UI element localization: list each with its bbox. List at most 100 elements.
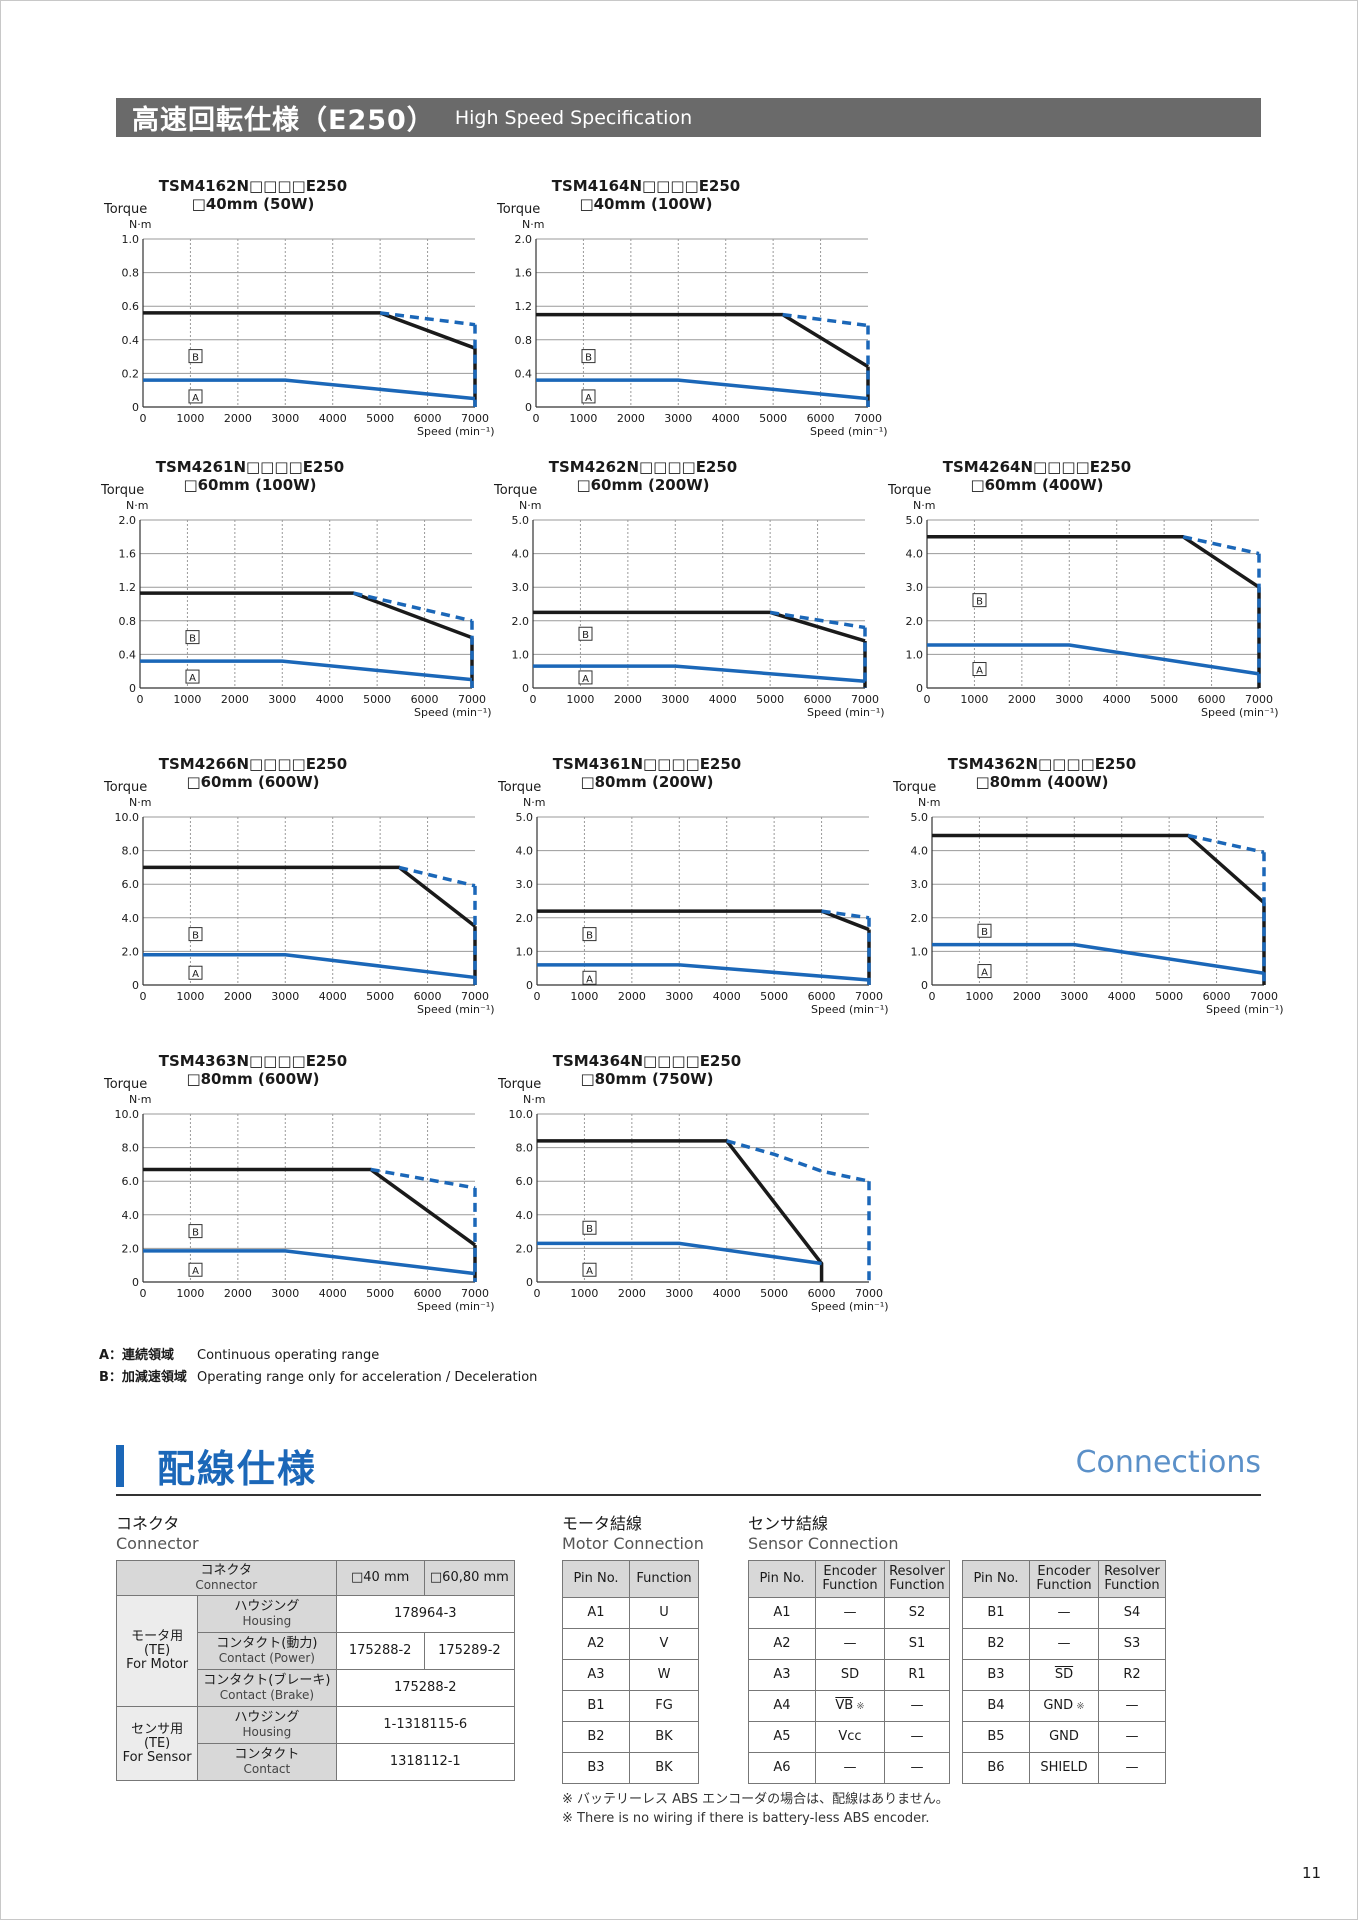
y-axis-label: Torque — [104, 1077, 148, 1092]
y-axis-label: Torque — [494, 483, 538, 498]
chart-model: TSM4361N□□□□E250 — [552, 755, 742, 773]
legend-key-a: A：連続領域 — [99, 1348, 175, 1363]
pin-no-cell: A5 — [748, 1721, 816, 1753]
region-label-box — [188, 349, 203, 364]
col-40mm: □40 mm — [335, 1560, 425, 1596]
y-axis-label: Torque — [498, 1077, 542, 1092]
encoder-signal: — — [1057, 1605, 1071, 1620]
x-tick-label: 3000 — [661, 693, 689, 706]
continuous-torque-line — [536, 378, 869, 401]
torque-chart: TSM4262N□□□□E250 □60mm (200W) Torque N·m 0 10… — [494, 458, 885, 719]
header-resolver-function: Resolver Function — [1098, 1560, 1166, 1598]
region-a-label: A — [188, 389, 203, 404]
peak-torque-line — [537, 909, 870, 932]
pin-no-cell: A2 — [748, 1628, 816, 1660]
region-b-label: B — [581, 349, 596, 364]
x-tick-label: 4000 — [316, 693, 344, 706]
torque-chart: TSM4162N□□□□E250 □40mm (50W) Torque N·m 0 100… — [104, 177, 495, 438]
resolver-function-cell: — — [884, 1721, 950, 1753]
connector-header-en: Connector — [195, 1578, 258, 1592]
y-axis-label: Torque — [893, 780, 937, 795]
col-6080mm: □60,80 mm — [423, 1560, 516, 1596]
sensor-group-en: For Sensor — [122, 1749, 192, 1765]
region-b-label: B — [188, 1224, 203, 1239]
connections-divider — [116, 1494, 1261, 1496]
region-label-box — [581, 389, 596, 404]
connector-row: コンタクト Contact 1318112-1 — [117, 1743, 516, 1781]
extended-peak-line — [379, 311, 476, 327]
y-axis-unit: N·m — [129, 796, 152, 809]
y-tick-label: 10.0 — [115, 811, 140, 824]
continuous-torque-line — [537, 963, 870, 982]
continuous-torque-line — [537, 1241, 822, 1266]
peak-torque-line — [143, 1167, 477, 1247]
chart-svg: 0 1000 2000 3000 4000 5000 6000 7000 0 1.0 2.0 3.0 4… — [512, 514, 880, 706]
y-tick-label: 5.0 — [911, 811, 929, 824]
y-tick-label: 1.0 — [122, 233, 140, 246]
sensor-group-te: (TE) — [143, 1735, 171, 1751]
x-axis-label: Speed (min⁻¹) — [811, 1003, 889, 1016]
connector-row: モータ用 (TE) For Motor ハウジング Housing 178964-… — [115, 1595, 516, 1707]
sensor-caption-en: Sensor Connection — [748, 1534, 899, 1553]
pin-no-cell: B1 — [962, 1597, 1030, 1629]
sensor-table-b: Pin No. Encoder Function Resolver Function B1… — [962, 1560, 1166, 1784]
note-mark: ※ — [853, 1700, 865, 1712]
resolver-function-cell: — — [1098, 1721, 1166, 1753]
y-axis-label: Torque — [101, 483, 145, 498]
chart-svg: 0 1000 2000 3000 4000 5000 6000 7000 0 1.0 2.0 3.0 4… — [911, 811, 1279, 1003]
y-tick-label: 0 — [522, 682, 529, 695]
cell-value: 175288-2 — [335, 1669, 516, 1707]
sensor-table-a: Pin No. Encoder Function Resolver Function A1… — [748, 1560, 950, 1784]
wiring-notes: ※ バッテリーレス ABS エンコーダの場合は、配線はありません。 ※ Ther… — [562, 1790, 949, 1828]
chart-title: TSM4261N□□□□E250 □60mm (100W) — [145, 458, 355, 494]
chart-model: TSM4364N□□□□E250 — [552, 1052, 742, 1070]
chart-model: TSM4261N□□□□E250 — [155, 458, 345, 476]
resolver-function-cell: — — [1098, 1752, 1166, 1784]
chart-svg: 0 1000 2000 3000 4000 5000 6000 7000 0 1.0 2.0 3.0 4… — [906, 514, 1274, 706]
region-label-box — [581, 349, 596, 364]
x-tick-label: 2000 — [618, 990, 646, 1003]
pin-no-cell: A1 — [748, 1597, 816, 1629]
chart-size: □80mm (200W) — [580, 773, 714, 791]
motor-pin-row: B1 FG — [562, 1690, 699, 1722]
region-label-text: B — [976, 597, 983, 608]
region-a-label: A — [582, 970, 597, 985]
region-a-label: A — [188, 965, 203, 980]
peak-torque-line — [537, 1139, 824, 1282]
x-axis-label: Speed (min⁻¹) — [1206, 1003, 1284, 1016]
region-label-text: A — [586, 974, 593, 985]
x-tick-label: 0 — [140, 990, 147, 1003]
chart-title: TSM4162N□□□□E250 □40mm (50W) — [148, 177, 358, 213]
region-label-text: B — [586, 931, 593, 942]
note-mark: ※ — [1073, 1700, 1085, 1712]
x-tick-label: 4000 — [319, 990, 347, 1003]
resolver-function-cell: — — [884, 1752, 950, 1784]
region-label-text: A — [585, 393, 592, 404]
y-tick-label: 0.2 — [122, 367, 140, 380]
x-tick-label: 4000 — [1108, 990, 1136, 1003]
y-tick-label: 0 — [132, 979, 139, 992]
sensor-header-row: Pin No. Encoder Function Resolver Function — [748, 1560, 950, 1598]
x-tick-label: 6000 — [808, 1287, 836, 1300]
y-axis-unit: N·m — [523, 796, 546, 809]
chart-title: TSM4361N□□□□E250 □80mm (200W) — [542, 755, 752, 791]
x-tick-label: 6000 — [807, 412, 835, 425]
y-tick-label: 2.0 — [122, 1242, 140, 1255]
page-number: 11 — [1302, 1864, 1322, 1882]
function-cell: W — [629, 1659, 699, 1691]
connector-row: センサ用 (TE) For Sensor ハウジング Housing 1-1318… — [115, 1706, 516, 1781]
chart-model: TSM4264N□□□□E250 — [942, 458, 1132, 476]
encoder-function-cell: SHIELD — [1029, 1752, 1099, 1784]
region-b-label: B — [582, 927, 597, 942]
y-tick-label: 4.0 — [516, 845, 534, 858]
x-axis-label: Speed (min⁻¹) — [417, 425, 495, 438]
region-label-box — [578, 670, 593, 685]
y-tick-label: 1.0 — [911, 945, 929, 958]
y-tick-label: 6.0 — [122, 878, 140, 891]
region-label-text: A — [189, 673, 196, 684]
x-tick-label: 1000 — [176, 1287, 204, 1300]
x-tick-label: 6000 — [808, 990, 836, 1003]
y-tick-label: 1.0 — [512, 648, 530, 661]
legend-key-b: B：加減速領域 — [99, 1370, 187, 1385]
row-label: コンタクト(動力) Contact (Power) — [197, 1632, 337, 1670]
